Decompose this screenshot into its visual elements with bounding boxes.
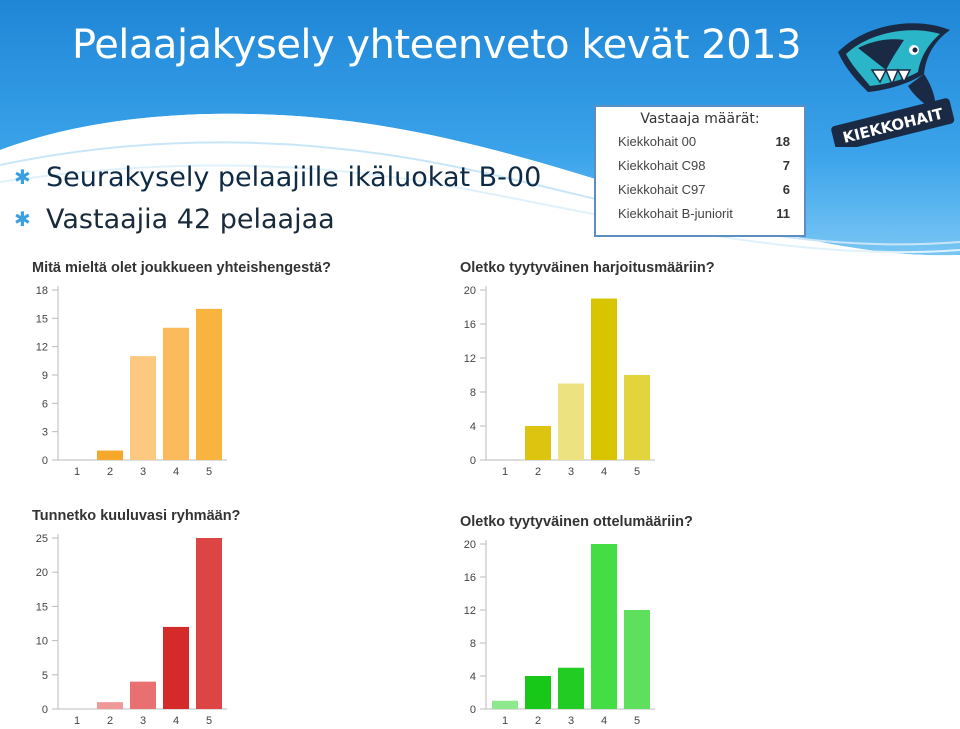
y-tick-label: 16 bbox=[464, 572, 476, 584]
bar bbox=[492, 700, 518, 709]
y-tick-label: 20 bbox=[36, 567, 48, 579]
bar bbox=[558, 667, 584, 709]
y-tick-label: 10 bbox=[36, 636, 48, 648]
respondents-row: Kiekkohait 00 18 bbox=[596, 129, 804, 153]
chart-svg: Mitä mieltä olet joukkueen yhteishengest… bbox=[32, 260, 331, 478]
respondents-row: Kiekkohait B-juniorit 11 bbox=[596, 201, 804, 225]
y-tick-label: 20 bbox=[464, 285, 476, 297]
x-tick-label: 2 bbox=[107, 466, 113, 478]
y-tick-label: 20 bbox=[464, 539, 476, 551]
y-tick-label: 12 bbox=[36, 342, 48, 354]
bar bbox=[591, 298, 617, 460]
x-tick-label: 4 bbox=[173, 715, 179, 727]
respondents-box: Vastaaja määrät: Kiekkohait 00 18 Kiekko… bbox=[594, 105, 806, 237]
bar bbox=[624, 610, 650, 709]
bullet-list: ✱ Seurakysely pelaajille ikäluokat B-00 … bbox=[14, 156, 541, 240]
chart-title: Oletko tyytyväinen ottelumääriin? bbox=[460, 514, 693, 530]
x-tick-label: 1 bbox=[502, 466, 508, 478]
x-tick-label: 1 bbox=[74, 466, 80, 478]
respondents-count: 18 bbox=[775, 133, 790, 149]
logo-text: KIEKKOHAIT bbox=[841, 104, 946, 147]
x-tick-label: 5 bbox=[206, 715, 212, 727]
y-tick-label: 0 bbox=[470, 704, 476, 716]
y-tick-label: 15 bbox=[36, 601, 48, 613]
x-tick-label: 2 bbox=[535, 466, 541, 478]
y-tick-label: 16 bbox=[464, 319, 476, 331]
chart-title: Mitä mieltä olet joukkueen yhteishengest… bbox=[32, 260, 331, 276]
chart-title: Oletko tyytyväinen harjoitusmääriin? bbox=[460, 260, 715, 276]
x-tick-label: 3 bbox=[568, 466, 574, 478]
x-tick-label: 2 bbox=[107, 715, 113, 727]
y-tick-label: 5 bbox=[42, 670, 48, 682]
x-tick-label: 4 bbox=[601, 466, 607, 478]
x-tick-label: 4 bbox=[601, 715, 607, 727]
bullet-star-icon: ✱ bbox=[14, 207, 31, 231]
respondents-team: Kiekkohait C98 bbox=[618, 157, 706, 173]
chart-svg: Oletko tyytyväinen harjoitusmääriin? 0 4 8 1… bbox=[460, 260, 715, 478]
y-tick-label: 3 bbox=[42, 427, 48, 439]
bar bbox=[196, 308, 222, 460]
y-tick-label: 0 bbox=[470, 455, 476, 467]
y-tick-label: 25 bbox=[36, 533, 48, 545]
respondents-team: Kiekkohait 00 bbox=[618, 133, 697, 149]
y-tick-label: 0 bbox=[42, 704, 48, 716]
bullet-item: ✱ Seurakysely pelaajille ikäluokat B-00 bbox=[14, 156, 541, 198]
y-tick-label: 8 bbox=[470, 638, 476, 650]
respondents-team: Kiekkohait B-juniorit bbox=[618, 205, 733, 221]
chart-title: Tunnetko kuuluvasi ryhmään? bbox=[32, 508, 241, 524]
bullet-text: Seurakysely pelaajille ikäluokat B-00 bbox=[46, 161, 542, 193]
x-tick-label: 5 bbox=[634, 466, 640, 478]
y-tick-label: 0 bbox=[42, 455, 48, 467]
bar bbox=[97, 702, 123, 709]
bullet-item: ✱ Vastaajia 42 pelaajaa bbox=[14, 198, 541, 240]
bar bbox=[163, 327, 189, 460]
bar bbox=[130, 356, 156, 460]
y-tick-label: 12 bbox=[464, 353, 476, 365]
respondents-count: 7 bbox=[782, 157, 790, 173]
y-tick-label: 12 bbox=[464, 605, 476, 617]
y-tick-label: 4 bbox=[470, 671, 476, 683]
respondents-count: 6 bbox=[782, 181, 790, 197]
bar bbox=[130, 681, 156, 709]
bar bbox=[525, 676, 551, 709]
bar bbox=[525, 426, 551, 460]
x-tick-label: 5 bbox=[206, 466, 212, 478]
bullet-star-icon: ✱ bbox=[14, 165, 31, 189]
bar bbox=[97, 450, 123, 460]
x-tick-label: 1 bbox=[74, 715, 80, 727]
respondents-row: Kiekkohait C97 6 bbox=[596, 177, 804, 201]
chart-svg: Oletko tyytyväinen ottelumääriin?0481216… bbox=[460, 514, 693, 727]
y-tick-label: 9 bbox=[42, 370, 48, 382]
bar bbox=[591, 544, 617, 709]
y-tick-label: 4 bbox=[470, 421, 476, 433]
x-tick-label: 3 bbox=[140, 715, 146, 727]
y-tick-label: 6 bbox=[42, 398, 48, 410]
page-title: Pelaajakysely yhteenveto kevät 2013 bbox=[72, 22, 802, 68]
y-tick-label: 18 bbox=[36, 285, 48, 297]
x-tick-label: 4 bbox=[173, 466, 179, 478]
x-tick-label: 2 bbox=[535, 715, 541, 727]
x-tick-label: 5 bbox=[634, 715, 640, 727]
y-tick-label: 15 bbox=[36, 313, 48, 325]
bar bbox=[163, 626, 189, 709]
bar bbox=[558, 383, 584, 460]
y-tick-label: 8 bbox=[470, 387, 476, 399]
chart-svg: Tunnetko kuuluvasi ryhmään? 0 5 10 15 20 25 1 2 3… bbox=[32, 508, 241, 727]
shark-logo-icon: KIEKKOHAIT bbox=[828, 12, 956, 152]
x-tick-label: 3 bbox=[140, 466, 146, 478]
respondents-row: Kiekkohait C98 7 bbox=[596, 153, 804, 177]
chart-group-belonging: Tunnetko kuuluvasi ryhmään? 0 5 10 15 20 25 1 2 3… bbox=[18, 502, 438, 727]
chart-team-spirit: Mitä mieltä olet joukkueen yhteishengest… bbox=[18, 254, 438, 478]
respondents-team: Kiekkohait C97 bbox=[618, 181, 706, 197]
chart-game-amounts: Oletko tyytyväinen ottelumääriin? 0 4 8 12 16… bbox=[446, 508, 866, 727]
x-tick-label: 3 bbox=[568, 715, 574, 727]
chart-training-amounts: Oletko tyytyväinen harjoitusmääriin? 0 4 8 1… bbox=[446, 254, 866, 478]
bar bbox=[624, 375, 650, 460]
respondents-count: 11 bbox=[776, 205, 790, 221]
bullet-text: Vastaajia 42 pelaajaa bbox=[46, 203, 335, 235]
respondents-title: Vastaaja määrät: bbox=[640, 111, 760, 127]
x-tick-label: 1 bbox=[502, 715, 508, 727]
bar bbox=[196, 538, 222, 709]
